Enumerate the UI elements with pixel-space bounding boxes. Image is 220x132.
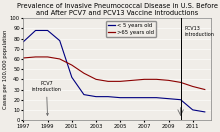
Line: >65 years old: >65 years old <box>24 57 205 89</box>
>65 years old <box>167 80 170 81</box>
>65 years old <box>143 79 146 80</box>
< 5 years old <box>107 96 109 97</box>
Line: < 5 years old: < 5 years old <box>24 30 205 112</box>
< 5 years old <box>22 41 25 43</box>
>65 years old <box>22 57 25 59</box>
>65 years old <box>95 79 97 80</box>
< 5 years old <box>131 97 134 98</box>
< 5 years old <box>70 77 73 78</box>
>65 years old <box>155 79 158 80</box>
< 5 years old <box>204 111 206 113</box>
>65 years old <box>70 64 73 66</box>
< 5 years old <box>155 97 158 98</box>
< 5 years old <box>179 99 182 100</box>
>65 years old <box>119 81 121 82</box>
< 5 years old <box>119 97 121 98</box>
Legend: < 5 years old, >65 years old: < 5 years old, >65 years old <box>106 21 156 37</box>
>65 years old <box>191 86 194 87</box>
< 5 years old <box>82 94 85 95</box>
Text: PCV13
introduction: PCV13 introduction <box>184 26 214 37</box>
< 5 years old <box>95 96 97 97</box>
>65 years old <box>131 80 134 81</box>
Text: PCV7
introduction: PCV7 introduction <box>31 81 61 115</box>
>65 years old <box>58 58 61 60</box>
< 5 years old <box>46 30 49 31</box>
< 5 years old <box>143 97 146 98</box>
>65 years old <box>46 56 49 58</box>
>65 years old <box>82 72 85 74</box>
>65 years old <box>107 81 109 82</box>
< 5 years old <box>167 98 170 100</box>
< 5 years old <box>34 30 37 31</box>
Title: Prevalence of Invasive Pneumococcal Disease in U.S. Before
and After PCV7 and PC: Prevalence of Invasive Pneumococcal Dise… <box>17 3 218 16</box>
< 5 years old <box>191 109 194 111</box>
Y-axis label: Cases per 100,000 population: Cases per 100,000 population <box>4 29 9 109</box>
>65 years old <box>204 89 206 90</box>
>65 years old <box>179 82 182 83</box>
< 5 years old <box>58 40 61 41</box>
>65 years old <box>34 56 37 58</box>
